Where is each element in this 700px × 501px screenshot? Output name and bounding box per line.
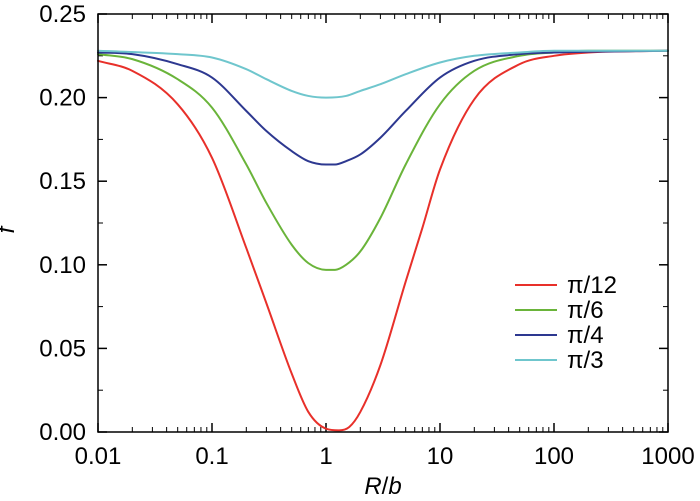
y-axis-title: f — [0, 224, 20, 233]
x-tick-label: 1 — [319, 443, 332, 470]
legend-label-2: π/6 — [567, 297, 604, 324]
legend-label-4: π/3 — [567, 347, 604, 374]
y-tick-label: 0.25 — [39, 1, 86, 28]
x-tick-label: 1000 — [641, 443, 694, 470]
legend: π/12π/6π/4π/3 — [515, 272, 617, 374]
x-tick-label: 100 — [534, 443, 574, 470]
x-axis-title-sub: b — [388, 473, 401, 500]
y-tick-label: 0.10 — [39, 252, 86, 279]
x-tick-label: 0.01 — [75, 443, 122, 470]
x-axis-title: R/b — [364, 473, 401, 500]
series-line-1 — [97, 49, 669, 432]
x-tick-label: 10 — [427, 443, 454, 470]
plot-frame — [97, 13, 669, 433]
x-tick-label: 0.1 — [195, 443, 228, 470]
x-axis-title-main: R — [364, 473, 381, 500]
y-tick-label: 0.05 — [39, 335, 86, 362]
series-line-4 — [97, 49, 669, 99]
y-tick-label: 0.20 — [39, 85, 86, 112]
series-line-2 — [97, 49, 669, 271]
series-line-3 — [97, 49, 669, 166]
legend-label-1: π/12 — [567, 272, 617, 299]
legend-label-3: π/4 — [567, 322, 604, 349]
y-tick-label: 0.00 — [39, 419, 86, 446]
x-axis-title-sep: / — [382, 473, 389, 500]
y-tick-label: 0.15 — [39, 168, 86, 195]
